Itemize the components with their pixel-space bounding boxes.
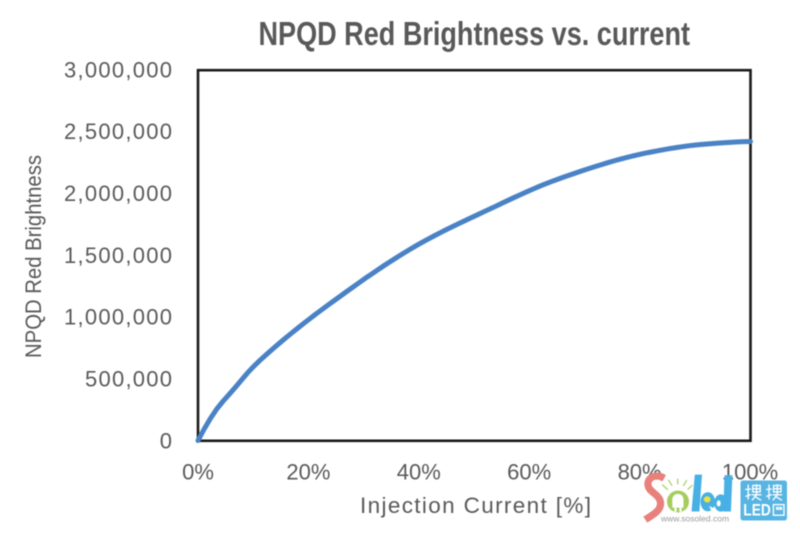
svg-text:40%: 40% <box>397 460 441 485</box>
svg-text:Injection Current [%]: Injection Current [%] <box>360 493 591 518</box>
svg-text:1,500,000: 1,500,000 <box>64 243 172 268</box>
svg-text:2,500,000: 2,500,000 <box>64 119 172 144</box>
svg-text:www.sosoled.com: www.sosoled.com <box>660 513 729 523</box>
svg-text:0%: 0% <box>182 460 214 485</box>
svg-text:LED: LED <box>743 500 771 519</box>
svg-text:0: 0 <box>160 428 172 453</box>
svg-text:NPQD Red Brightness vs. curren: NPQD Red Brightness vs. current <box>259 15 691 52</box>
svg-text:20%: 20% <box>286 460 330 485</box>
svg-text:60%: 60% <box>507 460 551 485</box>
svg-text:1,000,000: 1,000,000 <box>64 305 172 330</box>
svg-text:3,000,000: 3,000,000 <box>64 57 172 82</box>
svg-text:NPQD Red Brightness: NPQD Red Brightness <box>21 155 46 358</box>
svg-text:80%: 80% <box>618 460 662 485</box>
svg-text:2,000,000: 2,000,000 <box>64 181 172 206</box>
svg-text:500,000: 500,000 <box>85 367 172 392</box>
